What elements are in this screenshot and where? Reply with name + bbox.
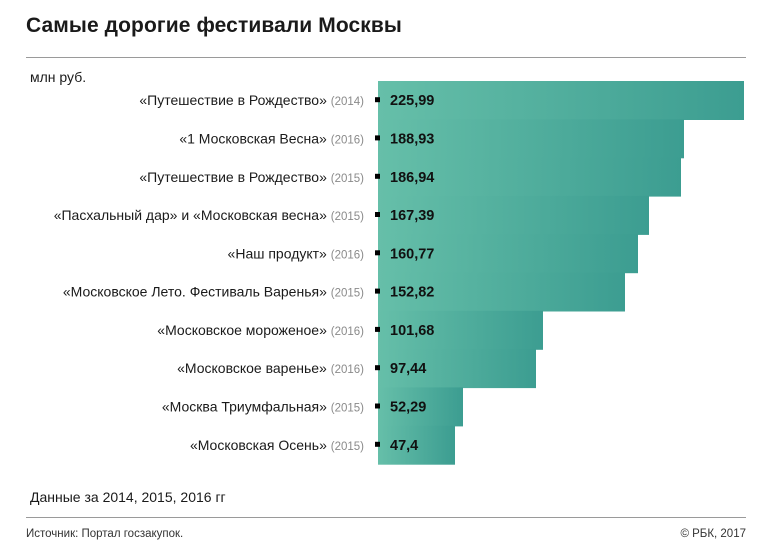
row-marker xyxy=(375,326,380,332)
row-marker xyxy=(375,441,380,447)
row-marker xyxy=(375,288,380,294)
category-label: «1 Московская Весна» (2016) xyxy=(179,130,364,146)
category-label: «Московская Осень» (2015) xyxy=(190,437,364,453)
category-label: «Московское мороженое» (2016) xyxy=(157,322,364,338)
bar xyxy=(378,195,649,235)
value-label: 47,4 xyxy=(390,438,418,454)
category-label: «Пасхальный дар» и «Московская весна» (2… xyxy=(54,207,364,223)
row-marker xyxy=(375,135,380,141)
bar xyxy=(378,425,455,465)
category-label: «Московское варенье» (2016) xyxy=(177,360,364,376)
bar xyxy=(378,119,684,159)
title-divider xyxy=(26,57,746,58)
unit-label: млн руб. xyxy=(30,69,87,85)
value-label: 160,77 xyxy=(390,246,434,262)
row-marker xyxy=(375,403,380,409)
source-text: Источник: Портал госзакупок. xyxy=(26,528,184,540)
bar xyxy=(378,310,543,350)
row-marker xyxy=(375,173,380,179)
value-label: 152,82 xyxy=(390,285,434,301)
value-label: 167,39 xyxy=(390,208,434,224)
data-note: Данные за 2014, 2015, 2016 гг xyxy=(30,489,226,505)
value-label: 225,99 xyxy=(390,93,434,109)
footer-divider xyxy=(26,517,746,518)
row-marker xyxy=(375,212,380,217)
bar xyxy=(378,234,638,274)
category-label: «Путешествие в Рождество» (2014) xyxy=(139,92,364,108)
bar xyxy=(378,387,463,427)
category-labels-group: «Путешествие в Рождество» (2014) «1 Моско… xyxy=(54,92,364,453)
bar xyxy=(378,349,536,389)
copyright-text: © РБК, 2017 xyxy=(680,528,746,540)
row-marker xyxy=(375,365,380,371)
category-label: «Москва Триумфальная» (2015) xyxy=(162,399,364,415)
value-label: 188,93 xyxy=(390,131,434,147)
category-label: «Московское Лето. Фестиваль Варенья» (20… xyxy=(63,284,364,300)
value-label: 97,44 xyxy=(390,361,426,377)
bar xyxy=(378,272,625,312)
row-marker xyxy=(375,250,380,256)
value-label: 52,29 xyxy=(390,400,426,416)
bars-group: 225,99 188,93 186,94 167,39 160,77 152,82 101,… xyxy=(375,81,744,465)
category-label: «Путешествие в Рождество» (2015) xyxy=(139,169,364,185)
row-marker xyxy=(375,97,380,103)
bar xyxy=(378,81,744,120)
bar xyxy=(378,157,681,197)
value-label: 101,68 xyxy=(390,323,434,339)
value-label: 186,94 xyxy=(390,170,434,186)
chart-title: Самые дорогие фестивали Москвы xyxy=(26,14,402,37)
category-label: «Наш продукт» (2016) xyxy=(228,245,365,261)
